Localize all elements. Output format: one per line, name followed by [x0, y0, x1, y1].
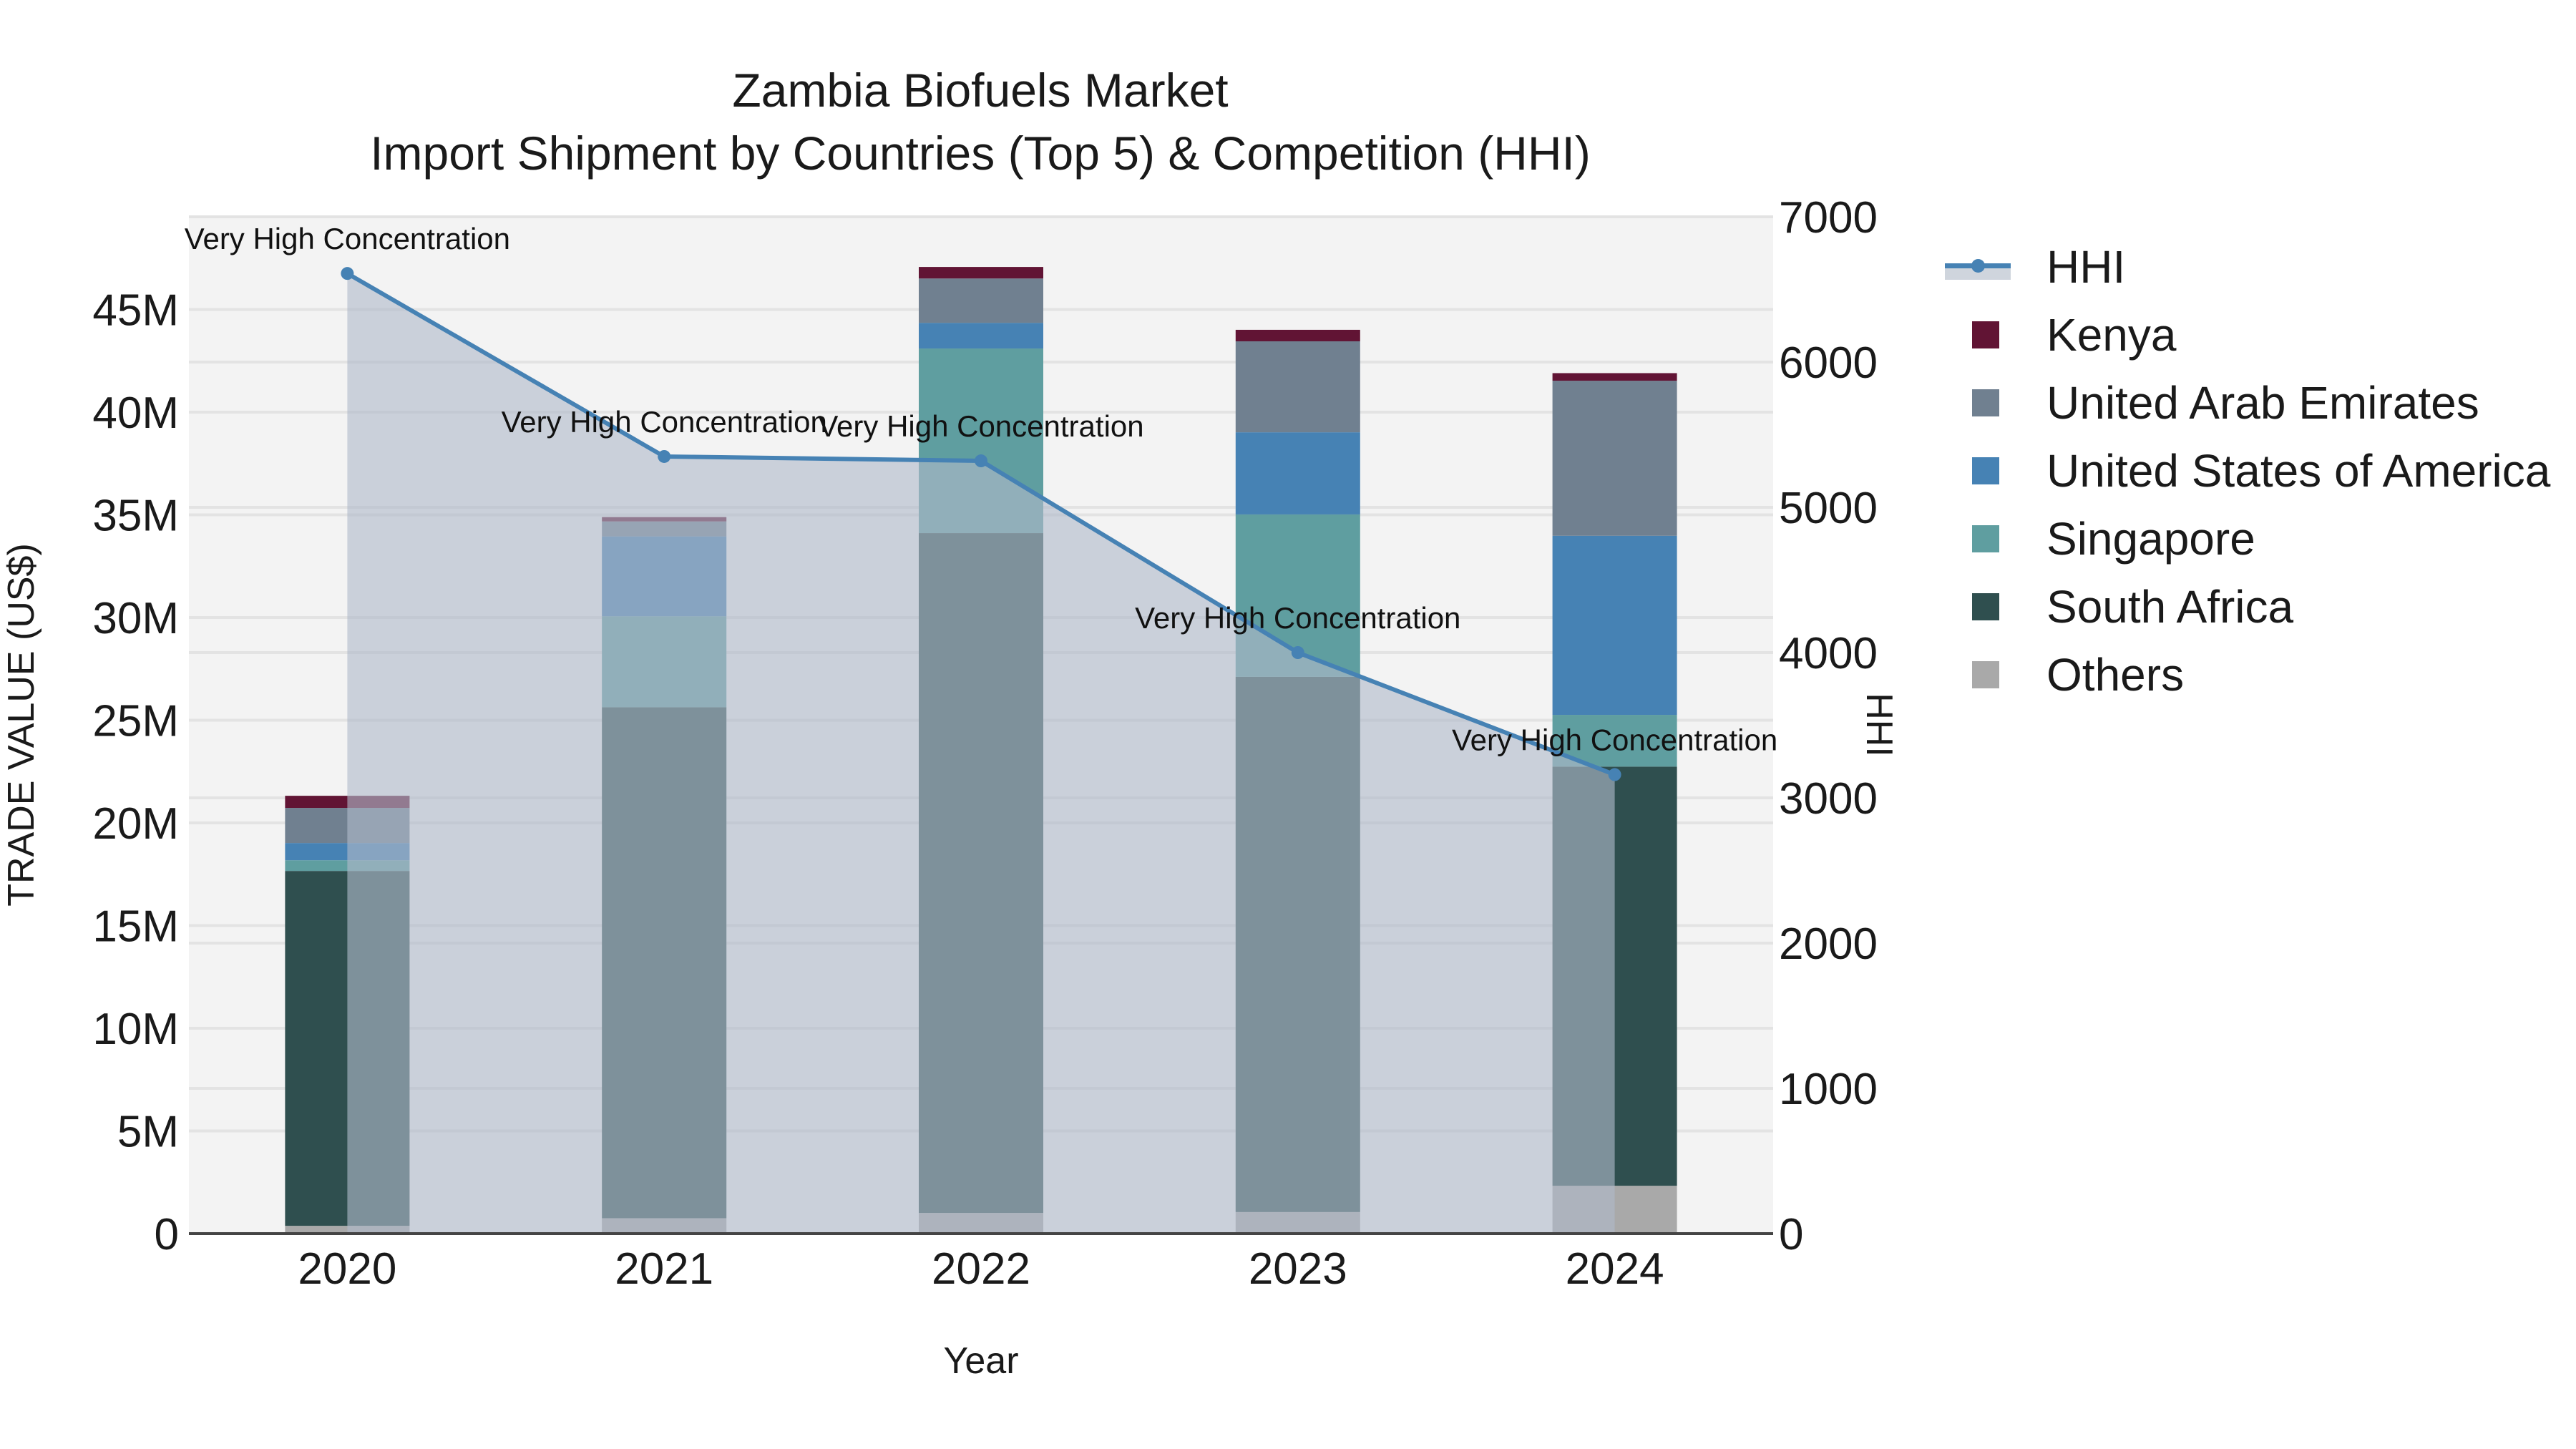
y-left-tick-label: 35M	[92, 492, 179, 541]
x-tick-label: 2022	[932, 1244, 1030, 1294]
bar-segment-united-arab-emirates[interactable]	[1235, 341, 1360, 433]
y-left-tick-label: 10M	[92, 1005, 179, 1054]
y-axis-right-title: HHI	[1858, 693, 1900, 757]
legend-label: Others	[2046, 648, 2185, 701]
legend-item-south-africa[interactable]: South Africa	[1939, 572, 2550, 640]
y-axis-left-title: TRADE VALUE (US$)	[1, 543, 42, 907]
square-swatch-icon	[1972, 525, 1999, 552]
legend-label: United States of America	[2046, 444, 2551, 497]
hhi-marker[interactable]	[1608, 768, 1621, 781]
legend-item-usa[interactable]: United States of America	[1939, 436, 2550, 504]
hhi-marker[interactable]	[658, 449, 671, 463]
y-left-tick-label: 20M	[92, 799, 179, 849]
legend: HHI Kenya United Arab Emirates United St…	[1939, 233, 2550, 708]
legend-label: Singapore	[2046, 512, 2255, 565]
bar-segment-kenya[interactable]	[919, 267, 1043, 279]
square-swatch-icon	[1972, 389, 1999, 416]
legend-label: Kenya	[2046, 308, 2177, 361]
legend-item-singapore[interactable]: Singapore	[1939, 504, 2550, 572]
y-right-tick-label: 7000	[1779, 193, 1878, 243]
hhi-annotation: Very High Concentration	[1452, 723, 1777, 757]
legend-item-kenya[interactable]: Kenya	[1939, 301, 2550, 369]
hhi-marker[interactable]	[975, 454, 987, 468]
bar-segment-kenya[interactable]	[1552, 373, 1677, 381]
legend-item-hhi[interactable]: HHI	[1939, 233, 2550, 301]
hhi-annotation: Very High Concentration	[185, 222, 510, 255]
legend-label: HHI	[2046, 240, 2126, 293]
bar-segment-united-states-of-america[interactable]	[1235, 432, 1360, 514]
y-left-tick-label: 25M	[92, 697, 179, 746]
legend-item-others[interactable]: Others	[1939, 640, 2550, 708]
line-marker-icon	[1945, 254, 2011, 280]
hhi-annotation: Very High Concentration	[502, 405, 827, 439]
square-swatch-icon	[1972, 457, 1999, 484]
x-axis-title: Year	[943, 1340, 1019, 1382]
y-left-tick-label: 30M	[92, 594, 179, 643]
y-left-tick-label: 5M	[117, 1108, 179, 1157]
y-right-tick-label: 6000	[1779, 338, 1878, 388]
square-swatch-icon	[1972, 660, 1999, 688]
legend-label: South Africa	[2046, 580, 2294, 633]
y-left-tick-label: 0	[155, 1210, 179, 1259]
bar-segment-united-arab-emirates[interactable]	[1552, 381, 1677, 536]
hhi-annotation: Very High Concentration	[818, 409, 1143, 443]
y-right-tick-label: 3000	[1779, 774, 1878, 824]
chart-subtitle: Import Shipment by Countries (Top 5) & C…	[370, 127, 1591, 180]
hhi-annotation: Very High Concentration	[1135, 601, 1460, 635]
x-tick-label: 2020	[298, 1244, 396, 1294]
hhi-marker[interactable]	[341, 267, 354, 280]
square-swatch-icon	[1972, 592, 1999, 620]
y-right-tick-label: 4000	[1779, 629, 1878, 678]
y-left-tick-label: 40M	[92, 389, 179, 438]
y-right-tick-label: 1000	[1779, 1065, 1878, 1114]
y-left-tick-label: 15M	[92, 902, 179, 952]
hhi-area-fill	[347, 273, 1615, 1234]
square-swatch-icon	[1972, 321, 1999, 348]
legend-item-uae[interactable]: United Arab Emirates	[1939, 369, 2550, 436]
y-right-tick-label: 2000	[1779, 919, 1878, 969]
x-tick-label: 2021	[615, 1244, 713, 1294]
chart-title: Zambia Biofuels Market	[732, 64, 1229, 117]
bar-segment-kenya[interactable]	[1235, 329, 1360, 341]
bar-segment-united-arab-emirates[interactable]	[919, 278, 1043, 323]
bar-segment-united-states-of-america[interactable]	[919, 323, 1043, 349]
legend-label: United Arab Emirates	[2046, 376, 2479, 429]
y-right-tick-label: 0	[1779, 1210, 1803, 1259]
y-left-tick-label: 45M	[92, 286, 179, 336]
bar-segment-united-states-of-america[interactable]	[1552, 535, 1677, 716]
y-right-tick-label: 5000	[1779, 484, 1878, 533]
x-tick-label: 2024	[1566, 1244, 1664, 1294]
hhi-marker[interactable]	[1291, 646, 1304, 659]
x-tick-label: 2023	[1249, 1244, 1347, 1294]
